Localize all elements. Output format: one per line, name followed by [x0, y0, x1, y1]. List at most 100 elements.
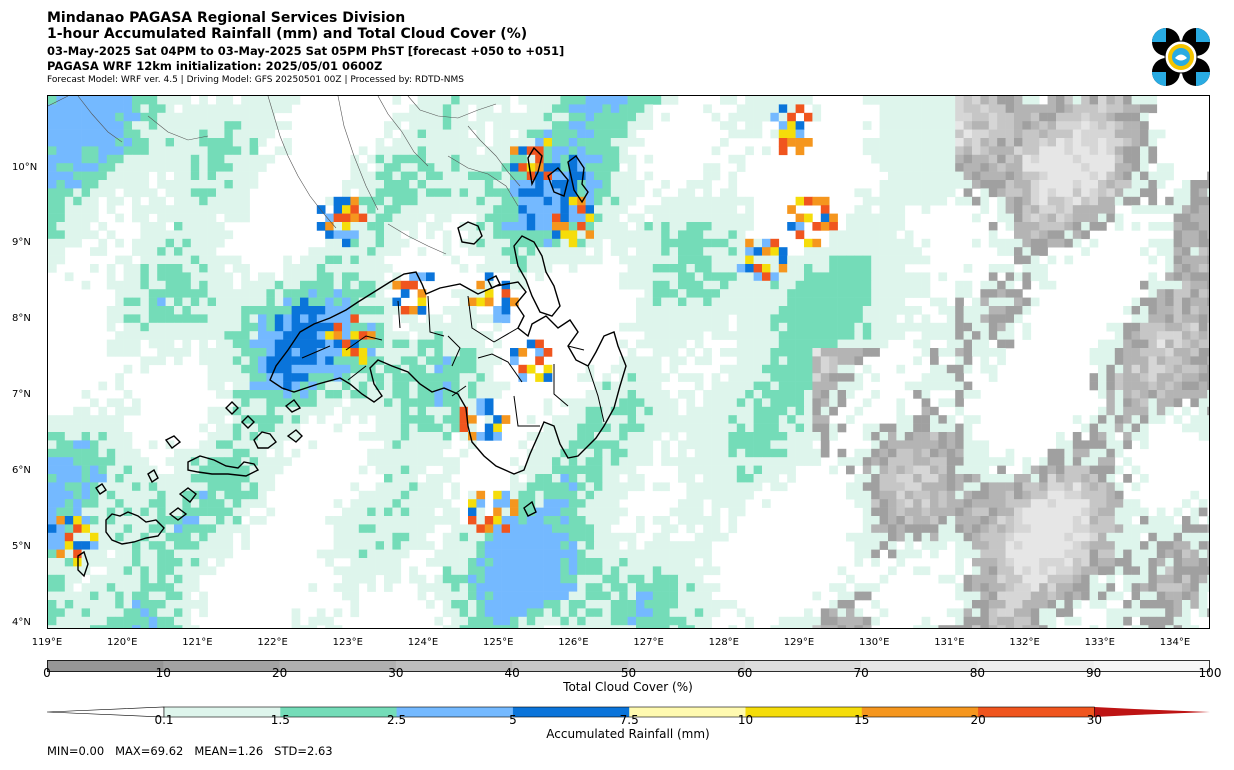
raster-cell	[736, 490, 746, 500]
raster-cell	[90, 213, 99, 223]
raster-cell	[409, 474, 418, 483]
raster-cell	[795, 264, 805, 273]
raster-cell	[930, 154, 939, 164]
raster-cell	[745, 196, 754, 206]
raster-cell	[888, 163, 897, 172]
raster-cell	[1030, 138, 1040, 147]
raster-cell	[106, 264, 116, 273]
raster-cell	[560, 138, 570, 147]
raster-cell	[98, 247, 108, 256]
raster-cell	[955, 390, 964, 399]
raster-cell	[291, 272, 301, 282]
raster-cell	[165, 163, 175, 172]
raster-cell	[409, 138, 418, 147]
raster-cell	[232, 163, 242, 172]
raster-cell	[1081, 213, 1090, 223]
raster-cell	[669, 348, 679, 357]
raster-cell	[132, 96, 141, 105]
raster-cell	[1089, 129, 1099, 139]
raster-cell	[400, 474, 410, 483]
raster-cell	[417, 448, 427, 458]
raster-cell	[837, 448, 847, 458]
raster-cell	[930, 188, 939, 198]
raster-cell	[602, 222, 612, 231]
raster-cell	[1131, 373, 1141, 382]
raster-cell	[476, 129, 486, 139]
raster-cell	[854, 348, 864, 357]
raster-cell	[913, 474, 922, 483]
raster-cell	[266, 398, 276, 408]
raster-cell	[997, 238, 1006, 248]
raster-cell	[224, 280, 234, 290]
raster-cell	[266, 314, 276, 324]
raster-cell	[232, 129, 242, 139]
raster-cell	[829, 390, 838, 399]
raster-cell	[510, 457, 519, 466]
raster-cell	[535, 121, 544, 130]
raster-cell	[535, 465, 544, 475]
raster-cell	[350, 247, 360, 256]
raster-cell	[1140, 247, 1149, 256]
raster-cell	[241, 272, 250, 282]
raster-cell	[375, 432, 385, 441]
raster-cell	[921, 373, 931, 382]
raster-cell	[1182, 213, 1191, 223]
raster-cell	[946, 154, 956, 164]
raster-cell	[316, 415, 326, 424]
raster-cell	[997, 138, 1006, 147]
raster-cell	[165, 297, 175, 307]
raster-cell	[938, 322, 948, 332]
raster-cell	[997, 205, 1006, 214]
raster-cell	[426, 96, 435, 105]
raster-cell	[946, 490, 956, 500]
raster-cell	[988, 364, 998, 374]
raster-cell	[207, 146, 217, 156]
raster-cell	[115, 348, 124, 357]
raster-cell	[552, 222, 561, 231]
raster-cell	[636, 306, 645, 315]
raster-cell	[972, 138, 981, 147]
raster-cell	[90, 524, 99, 534]
raster-cell	[526, 104, 536, 114]
raster-cell	[728, 398, 738, 408]
raster-cell	[207, 112, 217, 122]
raster-cell	[1014, 171, 1023, 181]
raster-cell	[426, 104, 435, 114]
raster-cell	[879, 247, 889, 256]
raster-cell	[333, 499, 343, 508]
raster-cell	[400, 238, 410, 248]
raster-cell	[207, 482, 217, 492]
raster-cell	[174, 289, 183, 298]
raster-cell	[442, 146, 452, 156]
raster-cell	[644, 205, 654, 214]
raster-cell	[123, 129, 133, 139]
raster-cell	[392, 524, 402, 534]
raster-cell	[123, 163, 133, 172]
raster-cell	[190, 121, 200, 130]
raster-cell	[963, 331, 973, 340]
raster-cell	[644, 415, 654, 424]
raster-cell	[493, 356, 502, 366]
raster-cell	[686, 297, 696, 307]
raster-cell	[526, 490, 536, 500]
raster-cell	[585, 171, 595, 181]
raster-cell	[610, 381, 620, 391]
raster-cell	[199, 146, 208, 156]
raster-cell	[81, 516, 91, 525]
raster-cell	[1072, 180, 1082, 189]
raster-cell	[812, 112, 822, 122]
raster-cell	[963, 423, 973, 433]
raster-cell	[241, 138, 250, 147]
raster-cell	[972, 482, 981, 492]
raster-cell	[409, 339, 418, 349]
raster-cell	[526, 112, 536, 122]
raster-cell	[1022, 457, 1032, 466]
raster-cell	[232, 440, 242, 450]
raster-cell	[468, 289, 477, 298]
raster-cell	[703, 255, 712, 265]
raster-cell	[451, 516, 460, 525]
raster-cell	[703, 406, 712, 416]
raster-cell	[560, 205, 570, 214]
raster-cell	[333, 398, 343, 408]
raster-cell	[728, 196, 738, 206]
